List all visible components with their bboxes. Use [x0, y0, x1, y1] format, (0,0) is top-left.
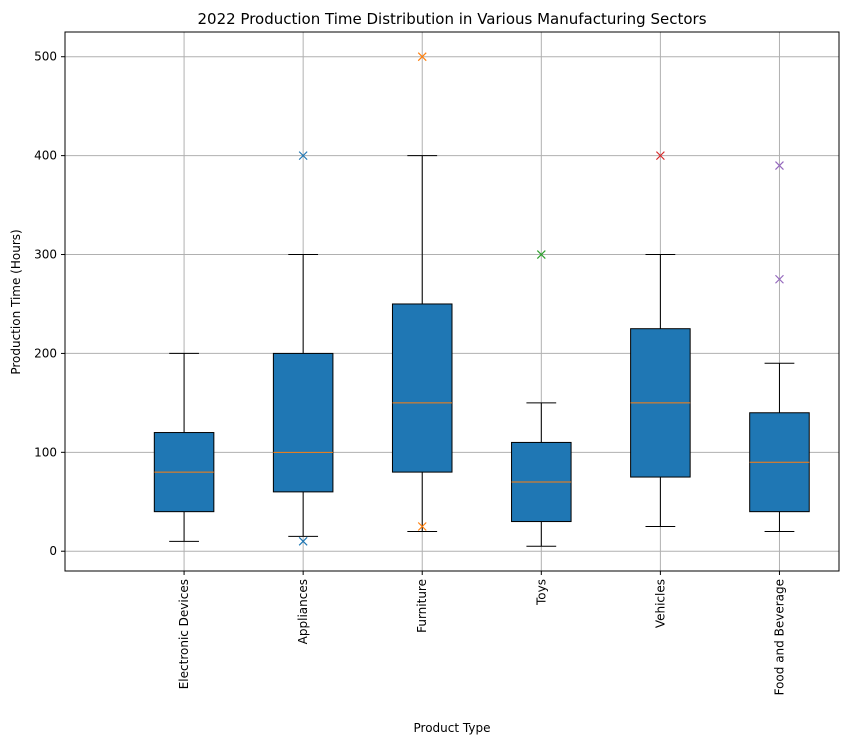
outlier-stroke: [417, 52, 427, 62]
axis-ticks: 0 100 200 300 400 500 Electronic Devices Applia…: [34, 50, 786, 696]
box: [391, 303, 453, 473]
outlier-stroke: [536, 250, 546, 259]
box-group: [749, 161, 810, 532]
outlier-stroke: [298, 151, 308, 161]
outlier-marker: [775, 274, 784, 284]
y-tick-label: 0: [49, 544, 57, 558]
x-tick-label: Vehicles: [653, 579, 667, 628]
x-tick-label: Food and Beverage: [772, 579, 786, 695]
x-tick-label: Toys: [534, 579, 548, 606]
outlier-stroke: [775, 161, 784, 170]
outlier-marker: [655, 151, 665, 161]
outlier-marker: [417, 52, 427, 62]
y-tick-label: 300: [34, 248, 57, 262]
x-tick-label: Appliances: [296, 579, 310, 644]
y-tick-label: 100: [34, 445, 57, 459]
outlier-stroke: [298, 536, 308, 546]
outlier-stroke: [655, 151, 665, 161]
y-axis-label: Production Time (Hours): [9, 229, 23, 374]
outlier-marker: [298, 536, 308, 546]
box-group: [153, 352, 215, 542]
box-group: [391, 52, 453, 532]
outlier-marker: [298, 151, 308, 161]
plot-area-frame: [64, 31, 840, 572]
outlier-stroke: [417, 522, 427, 531]
y-tick-label: 400: [34, 149, 57, 163]
outlier-marker: [775, 161, 784, 170]
outlier-marker: [536, 250, 546, 259]
box-group: [272, 151, 334, 546]
box: [272, 352, 334, 493]
y-tick-label: 500: [34, 50, 57, 64]
outlier-stroke: [775, 274, 784, 284]
box-group: [511, 250, 572, 547]
x-tick-label: Furniture: [415, 579, 429, 633]
outlier-marker: [417, 522, 427, 531]
x-tick-label: Electronic Devices: [177, 579, 191, 689]
chart-title: 2022 Production Time Distribution in Var…: [197, 10, 706, 28]
box-group: [630, 151, 691, 527]
box-plot-series: [153, 52, 810, 547]
y-tick-label: 200: [34, 346, 57, 360]
x-axis-label: Product Type: [414, 721, 491, 735]
